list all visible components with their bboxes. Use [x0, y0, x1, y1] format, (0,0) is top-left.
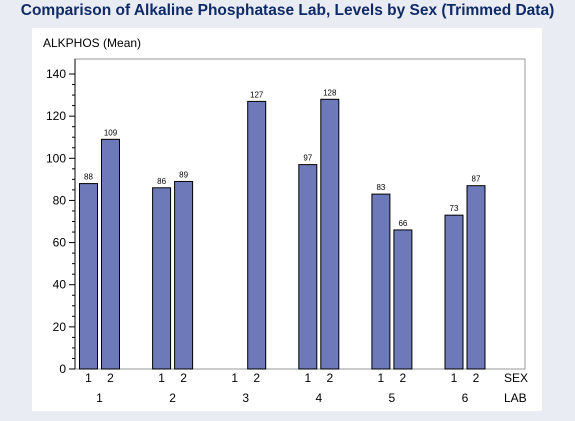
bar: [174, 180, 194, 370]
bar: [371, 193, 391, 370]
x-tick-label-sex: 2: [400, 371, 407, 385]
x-tick-label-sex: 1: [85, 371, 92, 385]
x-tick-label-sex: 1: [231, 371, 238, 385]
data-label: 87: [472, 175, 481, 184]
x-outer-axis-label: LAB: [504, 391, 527, 405]
bars: 88 109 86 89 127 97 128 83 66 73 87: [79, 88, 486, 370]
x-tick-label-sex: 2: [107, 371, 114, 385]
y-tick-label: 140: [46, 67, 66, 81]
x-tick-label-sex: 1: [304, 371, 311, 385]
bar: [444, 214, 464, 370]
x-tick-label-lab: 6: [462, 391, 469, 405]
data-label: 128: [323, 88, 337, 97]
chart-title: Comparison of Alkaline Phosphatase Lab, …: [20, 2, 555, 19]
x-tick-label-sex: 2: [253, 371, 260, 385]
x-tick-label-sex: 2: [473, 371, 480, 385]
data-label: 73: [450, 204, 459, 213]
x-tick-label-lab: 2: [169, 391, 176, 405]
bar: [466, 185, 486, 370]
bar: [393, 229, 413, 370]
x-tick-label-sex: 2: [180, 371, 187, 385]
bar: [320, 98, 340, 370]
data-label: 83: [376, 183, 385, 192]
x-tick-label-sex: 2: [326, 371, 333, 385]
y-tick-label: 60: [53, 236, 67, 250]
y-tick-label: 100: [46, 151, 66, 165]
bar: [152, 187, 172, 370]
y-tick-label: 20: [53, 320, 67, 334]
data-label: 127: [250, 90, 264, 99]
data-label: 89: [179, 170, 188, 179]
y-tick-label: 80: [53, 193, 67, 207]
data-label: 86: [157, 177, 166, 186]
y-axis: 0 20 40 60 80 100 120 140: [46, 59, 76, 376]
y-tick-label: 120: [46, 109, 66, 123]
x-tick-label-lab: 4: [315, 391, 322, 405]
x-tick-label-lab: 3: [242, 391, 249, 405]
data-label: 66: [398, 219, 407, 228]
y-axis-label: ALKPHOS (Mean): [43, 36, 141, 50]
bar: [79, 183, 98, 370]
y-tick-label: 40: [53, 278, 67, 292]
data-label: 109: [104, 128, 118, 137]
bar: [101, 138, 120, 370]
data-label: 88: [84, 173, 93, 182]
y-tick-label: 0: [59, 362, 66, 376]
x-axis-labels: 1 211 221 231 241 251 26: [85, 371, 480, 405]
x-inner-axis-label: SEX: [504, 371, 528, 385]
x-tick-label-sex: 1: [378, 371, 385, 385]
x-tick-label-lab: 5: [389, 391, 396, 405]
x-tick-label-lab: 1: [96, 391, 103, 405]
x-tick-label-sex: 1: [451, 371, 458, 385]
bar: [298, 164, 318, 370]
x-tick-label-sex: 1: [158, 371, 165, 385]
bar: [247, 100, 267, 370]
data-label: 97: [303, 154, 312, 163]
